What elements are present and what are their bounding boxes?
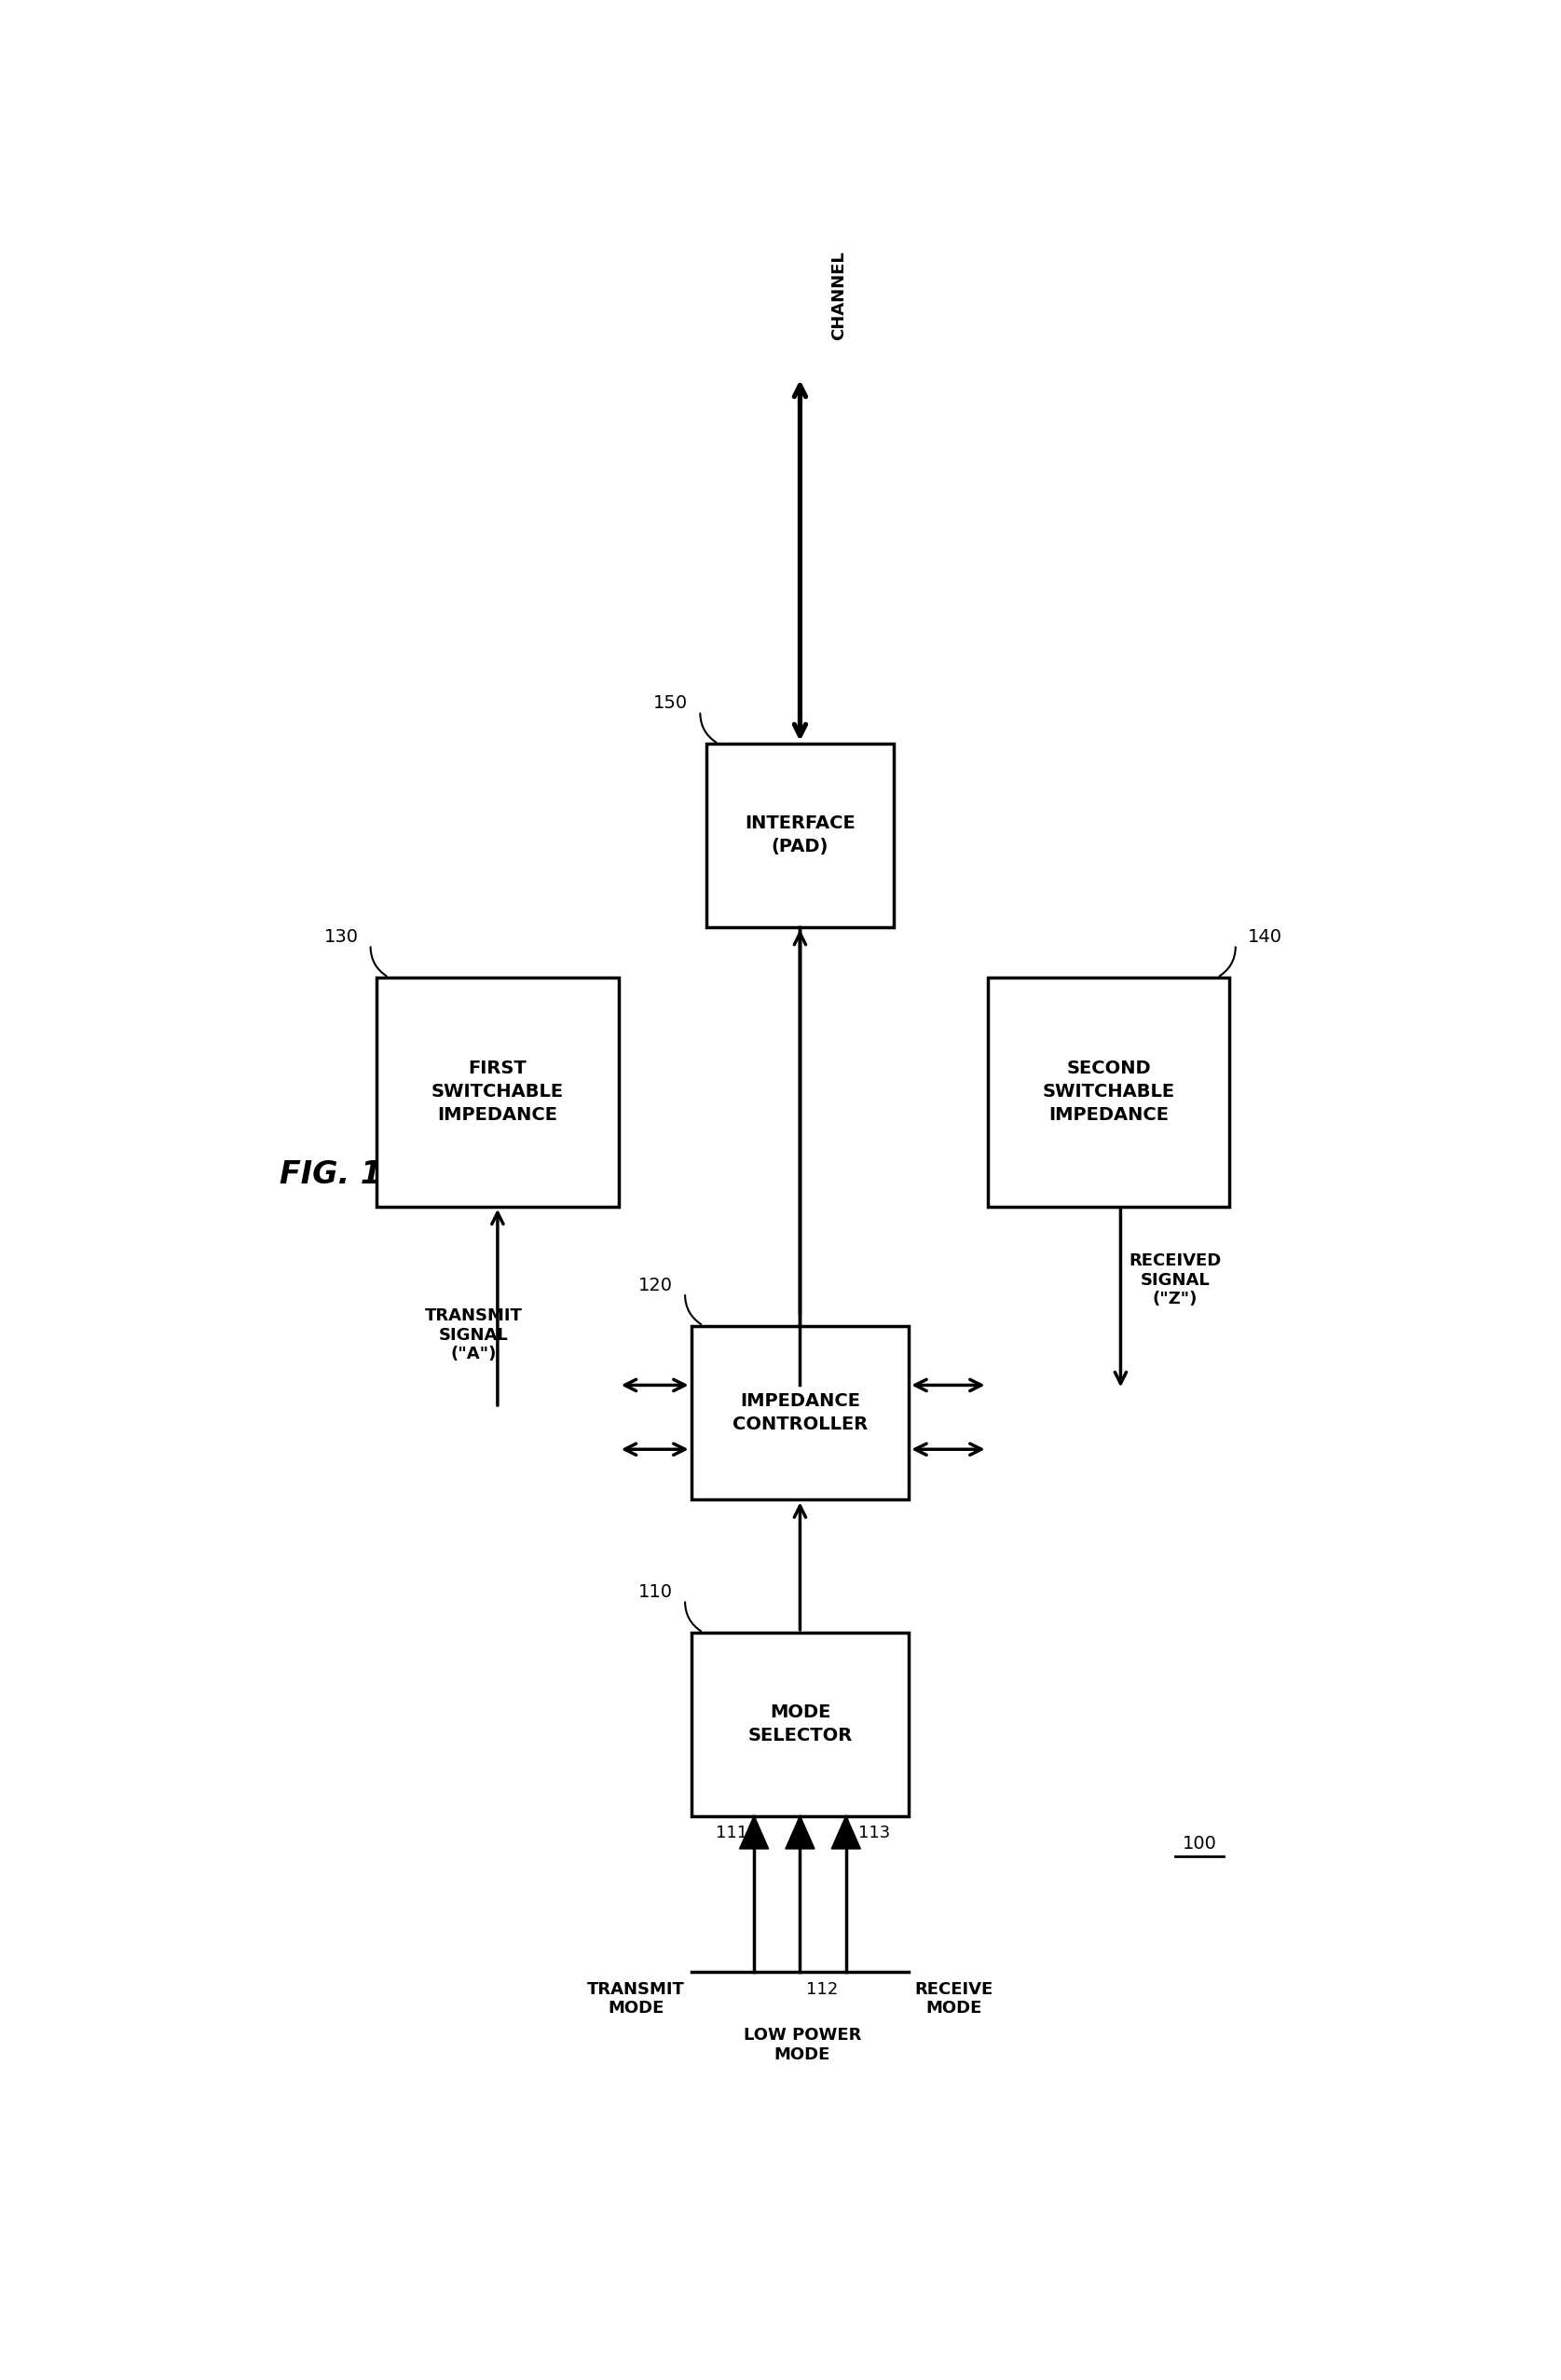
Text: TRANSMIT
SIGNAL
("A"): TRANSMIT SIGNAL ("A") bbox=[425, 1307, 523, 1364]
Text: 112: 112 bbox=[805, 1980, 838, 1997]
Text: TRANSMIT
MODE: TRANSMIT MODE bbox=[587, 1980, 685, 2016]
Polygon shape bbox=[832, 1816, 860, 1849]
Text: MODE
SELECTOR: MODE SELECTOR bbox=[748, 1704, 852, 1745]
Text: 120: 120 bbox=[638, 1276, 673, 1295]
Polygon shape bbox=[740, 1816, 768, 1849]
Bar bbox=[692, 1633, 909, 1816]
Bar bbox=[988, 978, 1230, 1207]
Text: FIG. 1: FIG. 1 bbox=[279, 1159, 382, 1190]
Bar bbox=[706, 745, 894, 928]
Polygon shape bbox=[785, 1816, 815, 1849]
Text: SECOND
SWITCHABLE
IMPEDANCE: SECOND SWITCHABLE IMPEDANCE bbox=[1043, 1059, 1175, 1123]
Text: 113: 113 bbox=[859, 1825, 890, 1842]
Text: RECEIVE
MODE: RECEIVE MODE bbox=[915, 1980, 993, 2016]
Text: IMPEDANCE
CONTROLLER: IMPEDANCE CONTROLLER bbox=[732, 1392, 868, 1433]
Bar bbox=[376, 978, 618, 1207]
Text: CHANNEL: CHANNEL bbox=[830, 252, 848, 340]
Text: INTERFACE
(PAD): INTERFACE (PAD) bbox=[745, 814, 855, 857]
Text: 100: 100 bbox=[1182, 1835, 1216, 1852]
Text: 110: 110 bbox=[638, 1583, 673, 1602]
Text: 111: 111 bbox=[716, 1825, 748, 1842]
Text: FIRST
SWITCHABLE
IMPEDANCE: FIRST SWITCHABLE IMPEDANCE bbox=[431, 1059, 564, 1123]
Text: LOW POWER
MODE: LOW POWER MODE bbox=[743, 2028, 862, 2063]
Text: 130: 130 bbox=[325, 928, 359, 945]
Text: 140: 140 bbox=[1247, 928, 1282, 945]
Text: 150: 150 bbox=[654, 695, 688, 712]
Text: RECEIVED
SIGNAL
("Z"): RECEIVED SIGNAL ("Z") bbox=[1129, 1252, 1221, 1309]
Bar bbox=[692, 1326, 909, 1499]
